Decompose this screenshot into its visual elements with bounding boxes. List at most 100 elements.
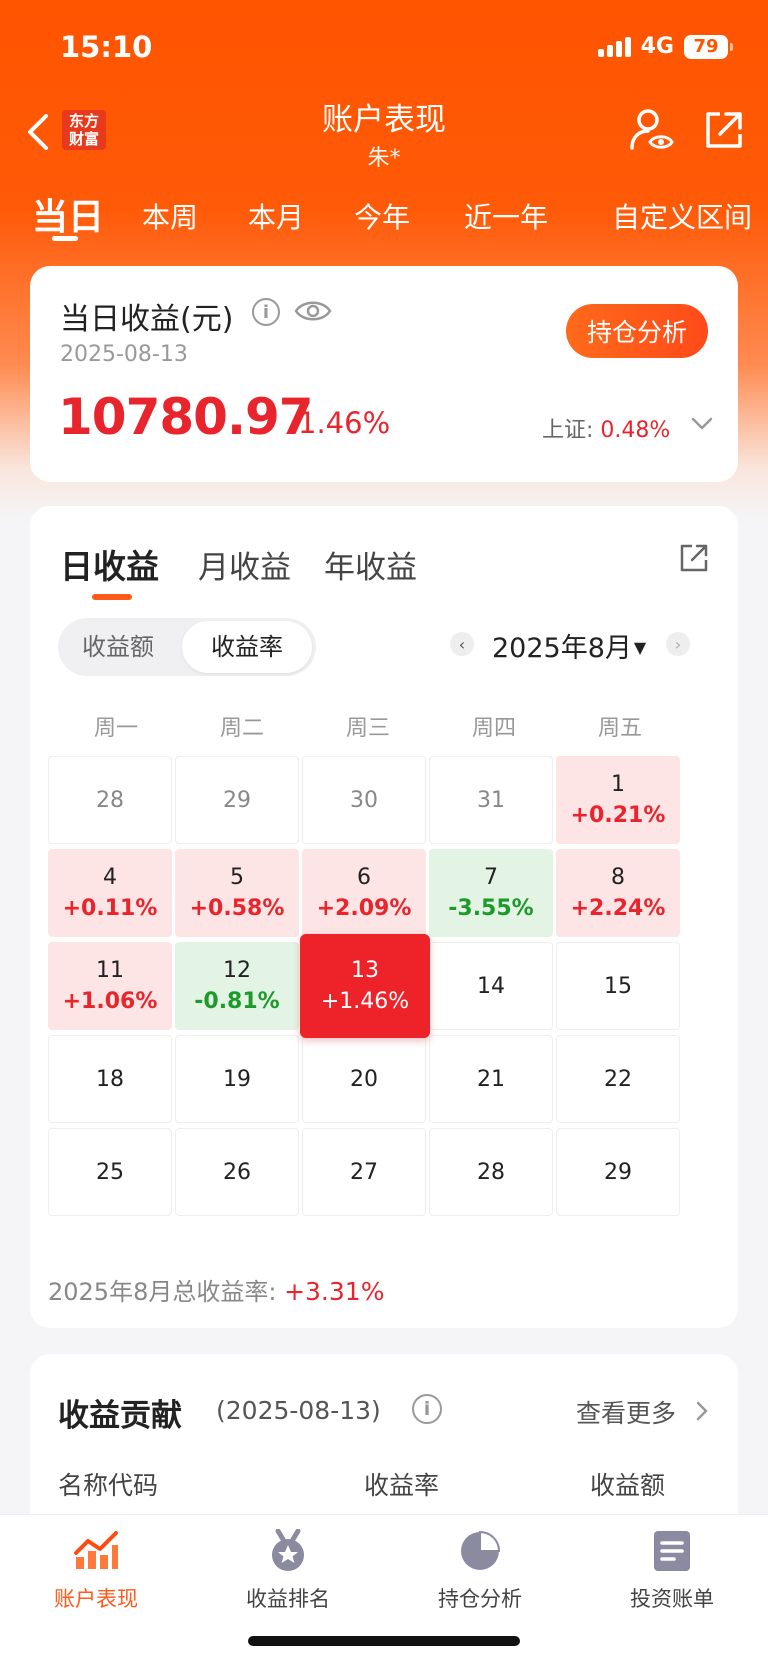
- calendar-day[interactable]: 31: [429, 756, 553, 844]
- calendar-day[interactable]: 27: [302, 1128, 426, 1216]
- user-privacy-icon[interactable]: [628, 106, 676, 154]
- day-number: 13: [351, 958, 379, 983]
- calendar-day[interactable]: 7 -3.55%: [429, 849, 553, 937]
- calendar-day[interactable]: 21: [429, 1035, 553, 1123]
- day-number: 8: [611, 865, 625, 890]
- day-return-rate: +0.21%: [570, 803, 666, 828]
- day-number: 14: [477, 973, 505, 999]
- calendar-day[interactable]: 6 +2.09%: [302, 849, 426, 937]
- summary-title: 当日收益(元): [60, 302, 234, 337]
- nav-holding-analysis[interactable]: 持仓分析: [400, 1529, 560, 1613]
- nav-account-performance[interactable]: 账户表现: [16, 1529, 176, 1613]
- day-number: 19: [223, 1066, 251, 1092]
- calendar-day[interactable]: 30: [302, 756, 426, 844]
- tab-daily-profit[interactable]: 日收益: [60, 547, 159, 586]
- eye-icon[interactable]: [294, 296, 332, 326]
- medal-icon: [272, 1529, 304, 1571]
- weekday-label: 周四: [471, 716, 516, 741]
- nav-investment-bill[interactable]: 投资账单: [592, 1529, 752, 1613]
- calendar-day[interactable]: 8 +2.24%: [556, 849, 680, 937]
- calendar-day[interactable]: 19: [175, 1035, 299, 1123]
- day-return-rate: +2.09%: [316, 896, 412, 921]
- day-number: 21: [477, 1066, 505, 1092]
- network-type: 4G: [640, 34, 674, 59]
- daily-summary-card: 当日收益(元) i 2025-08-13 持仓分析 10780.97 1.46%…: [30, 266, 738, 482]
- calendar-grid: 28 29 30 31 1 +0.21% 4 +0.11% 5 +0.58% 6 +2.09% 7 -3.…: [48, 756, 718, 1216]
- day-number: 25: [96, 1159, 124, 1185]
- calendar-day[interactable]: 28: [429, 1128, 553, 1216]
- back-arrow-icon[interactable]: [22, 108, 58, 156]
- calendar-day[interactable]: 12 -0.81%: [175, 942, 299, 1030]
- holding-analysis-button[interactable]: 持仓分析: [566, 304, 708, 358]
- calendar-day[interactable]: 25: [48, 1128, 172, 1216]
- calendar-day[interactable]: 1 +0.21%: [556, 756, 680, 844]
- index-compare[interactable]: 上证: 0.48%: [542, 412, 670, 444]
- chevron-down-icon[interactable]: [690, 414, 714, 434]
- calendar-day[interactable]: 5 +0.58%: [175, 849, 299, 937]
- calendar-day[interactable]: 4 +0.11%: [48, 849, 172, 937]
- day-number: 28: [477, 1159, 505, 1185]
- calendar-day[interactable]: 18: [48, 1035, 172, 1123]
- calendar-day[interactable]: 11 +1.06%: [48, 942, 172, 1030]
- day-number: 28: [96, 787, 124, 813]
- summary-date: 2025-08-13: [60, 342, 188, 367]
- trend-chart-icon: [74, 1531, 118, 1569]
- day-return-rate: -0.81%: [194, 989, 280, 1014]
- calendar-day[interactable]: 26: [175, 1128, 299, 1216]
- tab-this-year[interactable]: 今年: [354, 201, 411, 234]
- day-return-rate: -3.55%: [448, 896, 534, 921]
- nav-profit-ranking[interactable]: 收益排名: [208, 1529, 368, 1613]
- info-icon[interactable]: i: [412, 1394, 442, 1424]
- view-more-link[interactable]: 查看更多: [576, 1399, 677, 1428]
- brand-logo: 东方 财富: [62, 110, 106, 150]
- calendar-day[interactable]: 29: [175, 756, 299, 844]
- info-icon[interactable]: i: [252, 298, 280, 326]
- calendar-day[interactable]: 22: [556, 1035, 680, 1123]
- tab-yearly-profit[interactable]: 年收益: [324, 550, 417, 586]
- index-label: 上证:: [542, 418, 594, 443]
- month-selector[interactable]: 2025年8月 ▼: [492, 633, 647, 664]
- next-month-button[interactable]: ›: [666, 632, 690, 656]
- tab-custom-range[interactable]: 自定义区间: [612, 201, 753, 234]
- weekday-label: 周五: [597, 716, 642, 741]
- toggle-rate[interactable]: 收益率: [182, 621, 312, 673]
- column-header-name: 名称代码: [58, 1471, 159, 1500]
- tab-this-month[interactable]: 本月: [248, 201, 305, 234]
- day-number: 27: [350, 1159, 378, 1185]
- calendar-day[interactable]: 20: [302, 1035, 426, 1123]
- day-return-rate: +2.24%: [570, 896, 666, 921]
- profit-calendar-card: 日收益 月收益 年收益 收益额 收益率 ‹ 2025年8月 ▼ › 周一 周二 周…: [30, 506, 738, 1328]
- status-time: 15:10: [60, 30, 153, 64]
- tab-this-week[interactable]: 本周: [142, 201, 199, 234]
- metric-toggle: 收益额 收益率: [58, 618, 316, 676]
- signal-icon: [597, 36, 631, 57]
- prev-month-button[interactable]: ‹: [450, 632, 474, 656]
- day-number: 5: [230, 865, 244, 890]
- tab-last-year[interactable]: 近一年: [464, 201, 549, 234]
- home-indicator: [248, 1636, 520, 1646]
- chevron-right-icon[interactable]: [694, 1400, 710, 1422]
- day-number: 22: [604, 1066, 632, 1092]
- share-icon[interactable]: [678, 542, 710, 574]
- calendar-day[interactable]: 28: [48, 756, 172, 844]
- calendar-day[interactable]: 15: [556, 942, 680, 1030]
- tab-today[interactable]: 当日: [32, 197, 105, 238]
- period-tab-indicator: [52, 236, 78, 241]
- share-icon[interactable]: [702, 108, 746, 152]
- calendar-day[interactable]: 29: [556, 1128, 680, 1216]
- battery-icon: 79: [684, 34, 733, 59]
- month-total: 2025年8月总收益率: +3.31%: [48, 1277, 385, 1306]
- day-return-rate: +0.11%: [62, 896, 158, 921]
- tab-monthly-profit[interactable]: 月收益: [198, 550, 291, 586]
- pie-chart-icon: [461, 1530, 501, 1570]
- calendar-day[interactable]: 14: [429, 942, 553, 1030]
- column-header-rate: 收益率: [364, 1471, 440, 1500]
- day-number: 29: [223, 787, 251, 813]
- daily-profit-value: 10780.97: [58, 388, 314, 446]
- day-number: 4: [103, 865, 117, 890]
- calendar-tab-indicator: [92, 594, 132, 600]
- day-return-rate: +1.06%: [62, 989, 158, 1014]
- period-tabs: 当日 本周 本月 今年 近一年 自定义区间: [0, 184, 768, 244]
- toggle-amount[interactable]: 收益额: [82, 633, 154, 661]
- calendar-day-selected[interactable]: 13 +1.46%: [300, 934, 430, 1038]
